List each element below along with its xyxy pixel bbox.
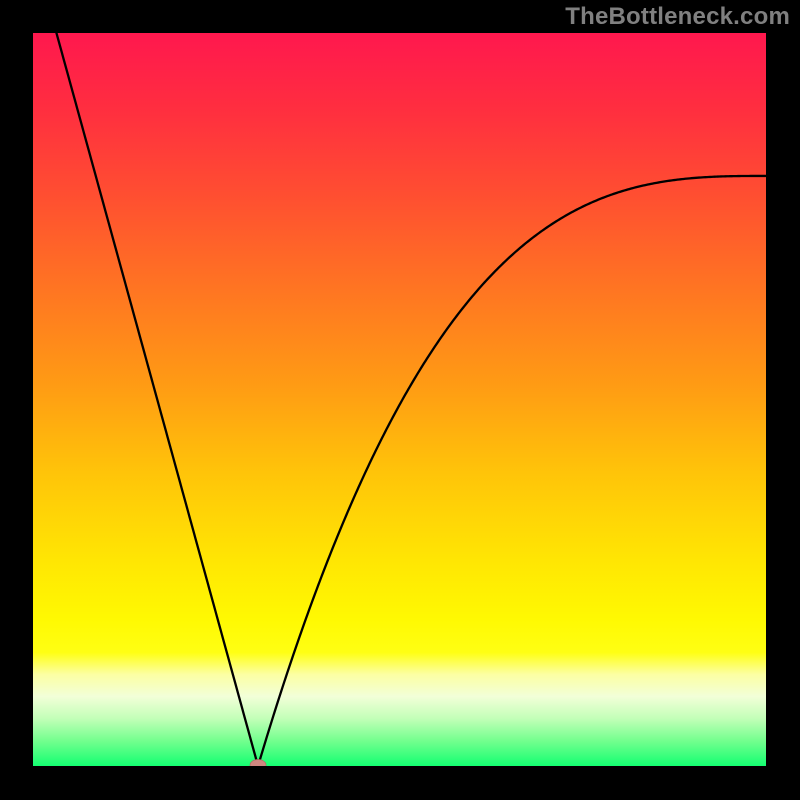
chart-container: TheBottleneck.com — [0, 0, 800, 800]
gradient-background — [33, 33, 766, 766]
bottleneck-chart — [0, 0, 800, 800]
watermark-text: TheBottleneck.com — [565, 3, 790, 31]
